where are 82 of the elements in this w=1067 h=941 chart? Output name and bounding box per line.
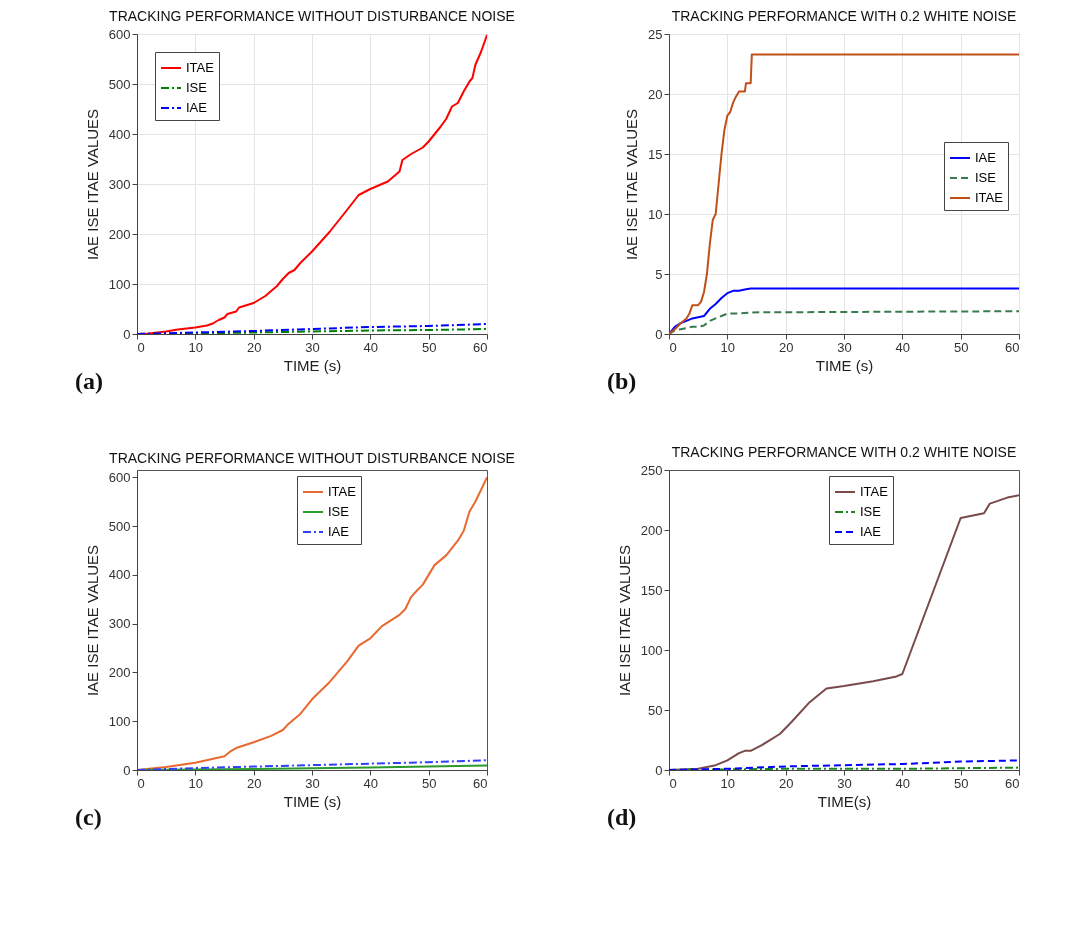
y-tick-label: 600 (108, 469, 131, 485)
x-tick-label: 40 (895, 775, 911, 791)
x-tick-label: 30 (837, 775, 852, 791)
text: (b) (607, 368, 637, 394)
legend-label: IAE (860, 524, 882, 539)
y-tick-label: 300 (108, 616, 131, 632)
x-tick-label: 20 (246, 775, 262, 791)
x-tick-label: 30 (305, 775, 320, 791)
x-axis-title: TIME(s) (817, 792, 872, 810)
y-tick-label: 100 (108, 276, 131, 292)
legend-label: ISE (975, 170, 997, 185)
y-tick-label: 15 (648, 146, 663, 162)
legend-label: ITAE (186, 60, 215, 75)
y-tick-label: 500 (108, 76, 131, 92)
text: (c) (75, 804, 102, 830)
legend-label: ITAE (860, 484, 889, 499)
y-axis-title: IAE ISE ITAE VALUES (615, 544, 633, 697)
y-tick-label: 0 (123, 762, 131, 778)
x-tick-label: 20 (246, 339, 262, 355)
x-axis-title: TIME (s) (283, 356, 342, 374)
legend-label: ISE (860, 504, 882, 519)
x-tick-label: 50 (953, 339, 969, 355)
y-tick-label: 0 (655, 326, 663, 342)
chart-title: TRACKING PERFORMANCE WITHOUT DISTURBANCE NOISE (109, 8, 515, 24)
y-tick-label: 200 (108, 226, 131, 242)
text: (a) (75, 368, 103, 394)
legend-label: ISE (328, 504, 350, 519)
x-tick-label: 30 (837, 339, 852, 355)
x-axis-title: TIME (s) (283, 792, 342, 810)
y-tick-label: 20 (648, 86, 663, 102)
legend-label: ISE (186, 80, 208, 95)
x-tick-label: 0 (669, 339, 677, 355)
y-tick-label: 5 (655, 266, 663, 282)
chart-title: TRACKING PERFORMANCE WITH 0.2 WHITE NOISE (671, 444, 1017, 460)
legend-label: IAE (975, 150, 997, 165)
x-tick-label: 60 (1005, 339, 1020, 355)
x-tick-label: 50 (953, 775, 969, 791)
x-axis-title: TIME (s) (815, 356, 874, 374)
y-axis-title: IAE ISE ITAE VALUES (83, 108, 101, 261)
y-tick-label: 50 (648, 702, 663, 718)
x-tick-label: 50 (421, 775, 437, 791)
y-tick-label: 500 (108, 518, 131, 534)
y-tick-label: 0 (655, 762, 663, 778)
legend-label: ITAE (328, 484, 357, 499)
legend-label: ITAE (975, 190, 1004, 205)
x-tick-label: 20 (778, 339, 794, 355)
y-tick-label: 400 (108, 126, 131, 142)
x-tick-label: 40 (363, 339, 379, 355)
y-tick-label: 400 (108, 567, 131, 583)
y-tick-label: 250 (640, 462, 663, 478)
legend-label: IAE (328, 524, 350, 539)
y-tick-label: 200 (640, 522, 663, 538)
y-tick-label: 25 (648, 26, 663, 42)
x-tick-label: 10 (720, 339, 736, 355)
x-tick-label: 10 (188, 775, 204, 791)
x-tick-label: 10 (720, 775, 736, 791)
y-axis-title: IAE ISE ITAE VALUES (623, 108, 641, 261)
chart-title: TRACKING PERFORMANCE WITHOUT DISTURBANCE NOISE (109, 450, 515, 466)
y-axis-title: IAE ISE ITAE VALUES (83, 544, 101, 697)
x-tick-label: 30 (305, 339, 320, 355)
y-tick-label: 100 (108, 713, 131, 729)
x-tick-label: 10 (188, 339, 204, 355)
x-tick-label: 20 (778, 775, 794, 791)
text: (d) (607, 804, 637, 830)
x-tick-label: 60 (473, 339, 488, 355)
y-tick-label: 200 (108, 664, 131, 680)
y-tick-label: 300 (108, 176, 131, 192)
y-tick-label: 10 (648, 206, 663, 222)
y-tick-label: 150 (640, 582, 663, 598)
y-tick-label: 0 (123, 326, 131, 342)
x-tick-label: 40 (895, 339, 911, 355)
x-tick-label: 60 (1005, 775, 1020, 791)
x-tick-label: 50 (421, 339, 437, 355)
y-tick-label: 100 (640, 642, 663, 658)
y-tick-label: 600 (108, 26, 131, 42)
x-tick-label: 40 (363, 775, 379, 791)
legend-label: IAE (186, 100, 208, 115)
x-tick-label: 0 (137, 775, 145, 791)
x-tick-label: 60 (473, 775, 488, 791)
x-tick-label: 0 (137, 339, 145, 355)
chart-title: TRACKING PERFORMANCE WITH 0.2 WHITE NOISE (671, 8, 1017, 24)
x-tick-label: 0 (669, 775, 677, 791)
